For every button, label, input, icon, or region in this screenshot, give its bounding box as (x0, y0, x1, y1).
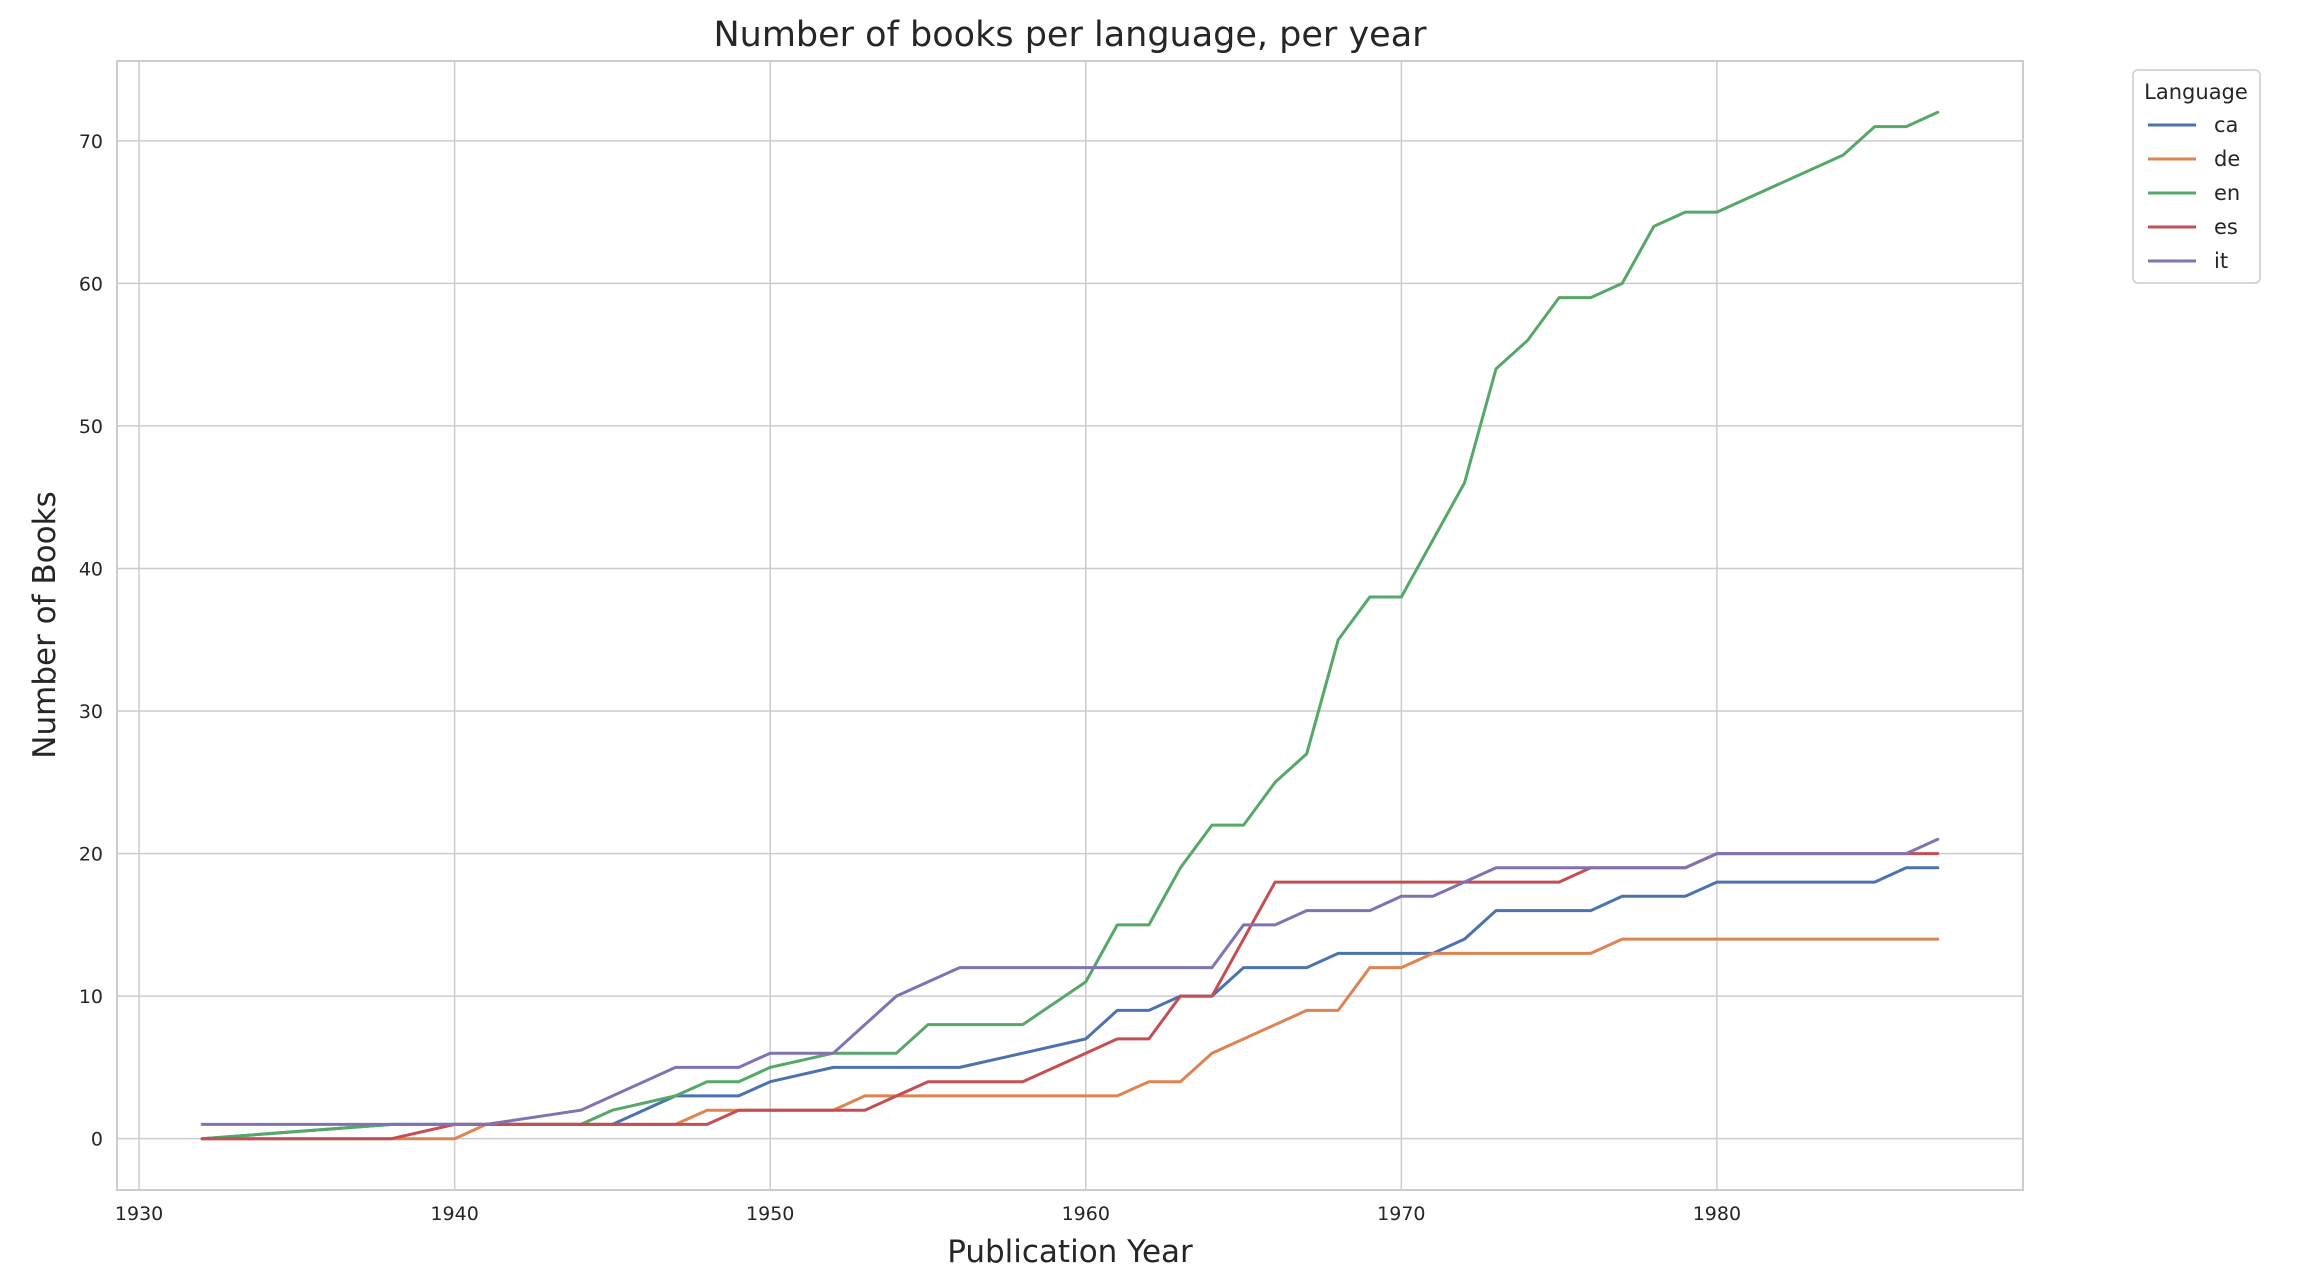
legend-label-de: de (2214, 147, 2240, 171)
legend: Language ca de en es it (2132, 69, 2261, 284)
series-line-es (200, 852, 1940, 1141)
y-tick-label: 0 (91, 1129, 103, 1151)
y-tick-label: 30 (79, 701, 103, 723)
legend-label-es: es (2214, 215, 2238, 239)
grid-lines (117, 61, 2023, 1190)
x-tick-label: 1970 (1377, 1203, 1425, 1225)
tick-labels: 1930 1940 1950 1960 1970 1980 0 10 20 30 40 50 60 70 (79, 131, 1741, 1225)
legend-title: Language (2144, 80, 2248, 104)
y-tick-label: 50 (79, 416, 103, 438)
y-tick-label: 70 (79, 131, 103, 153)
series-line-ca (200, 866, 1940, 1141)
legend-box (2132, 69, 2261, 284)
x-tick-label: 1980 (1693, 1203, 1741, 1225)
legend-label-ca: ca (2214, 113, 2238, 137)
legend-label-en: en (2214, 181, 2240, 205)
y-tick-label: 10 (79, 986, 103, 1008)
y-tick-label: 60 (79, 273, 103, 295)
x-tick-label: 1940 (430, 1203, 478, 1225)
x-tick-label: 1930 (115, 1203, 163, 1225)
x-tick-label: 1950 (746, 1203, 794, 1225)
series-line-en (200, 110, 1940, 1141)
y-tick-label: 40 (79, 558, 103, 580)
chart-title: Number of books per language, per year (713, 15, 1427, 55)
series-line-de (200, 937, 1940, 1141)
series-line-it (200, 837, 1940, 1126)
legend-label-it: it (2214, 249, 2228, 273)
y-axis-title: Number of Books (27, 491, 63, 758)
plot-area (116, 60, 2024, 1191)
x-axis-title: Publication Year (947, 1234, 1193, 1270)
y-tick-label: 20 (79, 844, 103, 866)
x-tick-label: 1960 (1062, 1203, 1110, 1225)
series-lines (200, 110, 1940, 1141)
